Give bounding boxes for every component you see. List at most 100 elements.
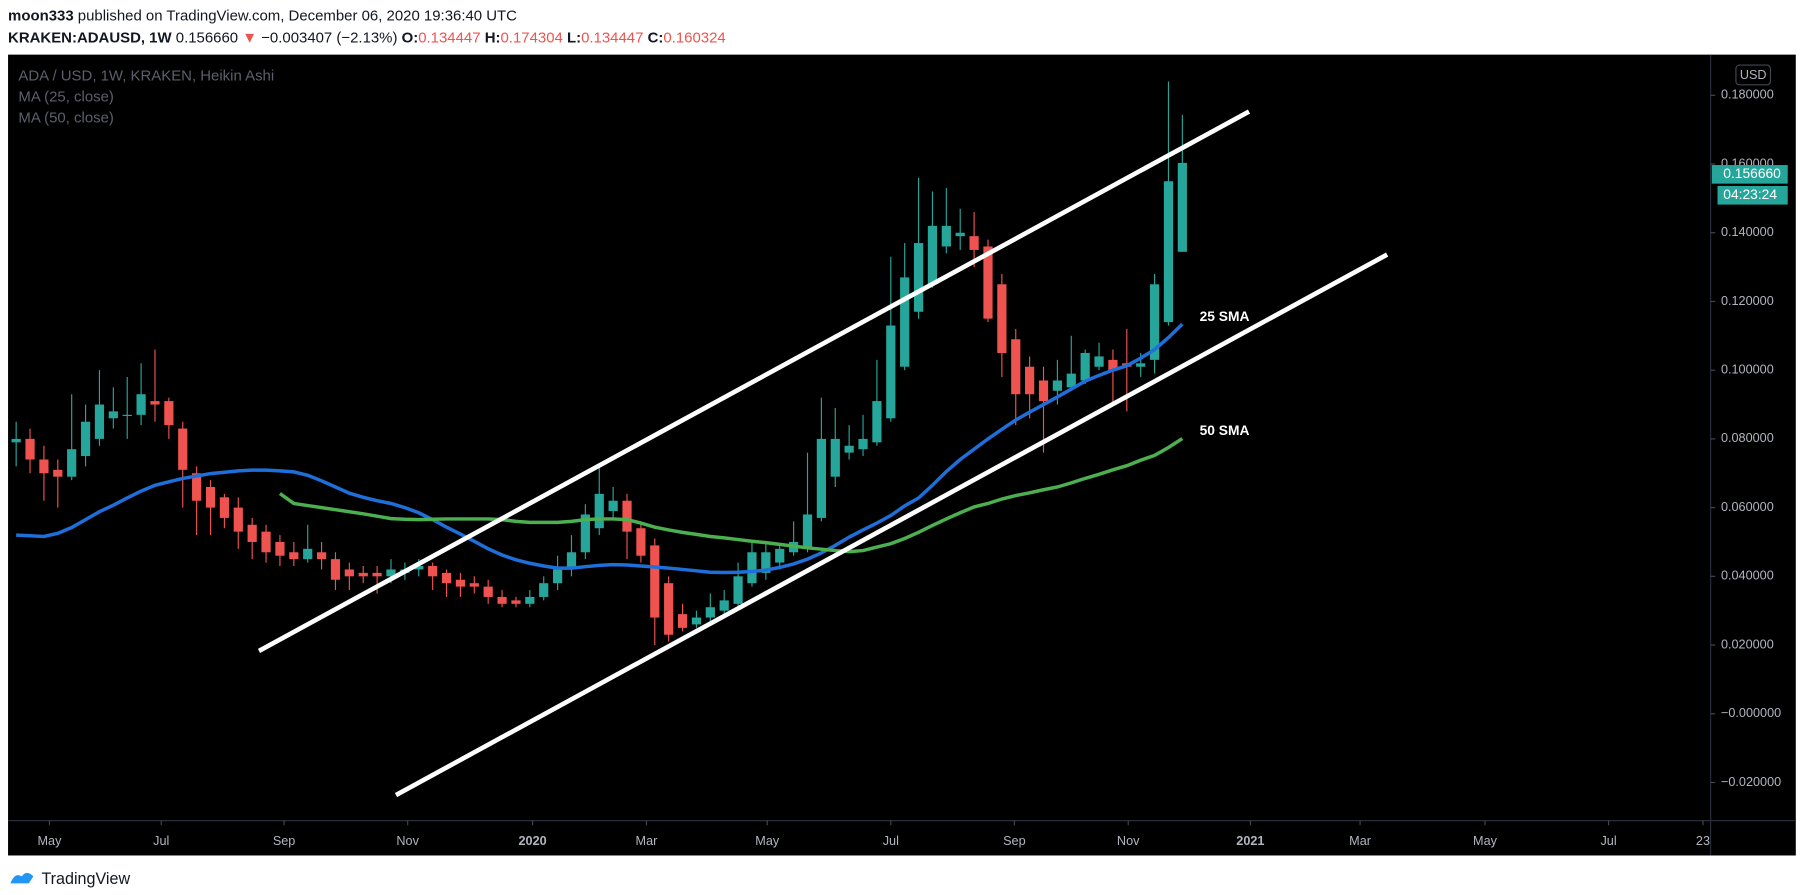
candle-body [677,614,688,628]
candle-body [941,225,951,247]
candle-body [1011,339,1021,395]
y-tick-label: 0.140000 [1721,224,1774,239]
candle-body [872,401,882,443]
ohlc-value: 0.174304 [500,29,562,46]
candle-body [636,528,646,556]
legend-main: ADA / USD, 1W, KRAKEN, Heikin Ashi [18,68,274,85]
candle-body [164,401,174,426]
ohlc-value: 0.134447 [418,29,480,46]
candle-body [1177,162,1187,252]
x-tick-label: Sep [273,833,296,848]
candle-body [747,552,757,584]
ohlc-value: 0.134447 [581,29,643,46]
candle-body [414,566,424,570]
candle-body [122,414,132,416]
candle-body [205,486,216,508]
change: −0.003407 (−2.13%) [261,29,397,46]
x-tick-label: Sep [1003,833,1026,848]
candle-body [1038,380,1049,402]
x-tick-label: Jul [1600,833,1616,848]
candle-body [955,232,965,237]
candle-body [1066,373,1076,388]
moving-average [278,437,1184,554]
candle-body [192,473,202,501]
last-price: 0.156660 [176,29,238,46]
candle-body [664,583,674,635]
candle-body [428,566,438,577]
x-tick-label: Nov [1117,833,1140,848]
countdown-tag [1717,185,1788,205]
arrow: ▼ [242,29,257,46]
candle-body [997,284,1007,353]
candle-body [136,394,146,415]
symbol: KRAKEN:ADAUSD, 1W [8,29,172,46]
x-tick-label: May [1473,833,1498,848]
candle-body [844,445,854,453]
y-tick-label: 0.060000 [1721,499,1774,514]
x-tick-label: Mar [1349,833,1372,848]
x-tick-label: Nov [396,833,419,848]
candle-body [178,428,188,470]
logo-icon [10,872,34,884]
series-label: 50 SMA [1200,422,1250,438]
candle-body [622,500,632,532]
candle-body [775,548,785,563]
x-tick-label: 23 [1696,833,1710,848]
y-tick-label: −0.000000 [1721,705,1781,720]
candle-body [261,531,271,553]
candle-body [67,449,77,477]
candle-body [289,552,299,560]
candle-body [150,401,160,405]
candle-body [275,541,285,556]
ohlc-key: C: [648,29,664,46]
candle-body [1025,366,1035,395]
candle-body [816,438,826,518]
candle-body [441,572,452,584]
x-tick-label: May [38,833,63,848]
candle-body [983,246,993,319]
candle-body [316,552,327,560]
x-tick-label: Jul [883,833,899,848]
candle-body [594,493,604,529]
candle-body [913,243,924,312]
candle-body [580,514,590,553]
candle-body [372,572,382,577]
candle-body [511,600,521,604]
candle-body [303,548,313,560]
candle-body [858,438,868,450]
candle-body [108,411,118,419]
countdown: 04:23:24 [1723,186,1777,202]
candle-body [1149,284,1160,360]
candle-body [691,617,702,625]
candle-body [927,225,938,285]
legend-ma: MA (25, close) [18,89,114,106]
candle-body [802,514,813,549]
x-tick-label: 2021 [1236,833,1264,848]
candle-body [469,583,479,587]
symbol-line: KRAKEN:ADAUSD, 1W 0.156660 ▼ −0.003407 (… [8,29,726,46]
series-label: 25 SMA [1200,308,1250,324]
candle-body [552,569,563,584]
currency: USD [1740,67,1767,82]
candle-body [1052,380,1063,391]
candle-body [1080,352,1090,381]
candle-body [830,438,840,477]
candle-body [358,572,368,577]
y-tick-label: −0.020000 [1721,774,1781,789]
candle-body [455,579,466,587]
currency-box [1735,64,1772,86]
candle-body [1094,356,1104,367]
x-tick-label: May [755,833,780,848]
candle-body [1136,363,1146,367]
y-tick-label: 0.100000 [1721,361,1774,376]
y-tick-label: 0.080000 [1721,430,1774,445]
ohlc-value: 0.160324 [663,29,725,46]
candle-body [11,438,21,443]
y-tick-label: 0.180000 [1721,87,1774,102]
candle-body [761,552,771,573]
y-tick-label: 0.120000 [1721,293,1774,308]
y-tick-label: 0.020000 [1721,636,1774,651]
ohlc-key: O: [402,29,419,46]
candle-body [886,325,896,419]
